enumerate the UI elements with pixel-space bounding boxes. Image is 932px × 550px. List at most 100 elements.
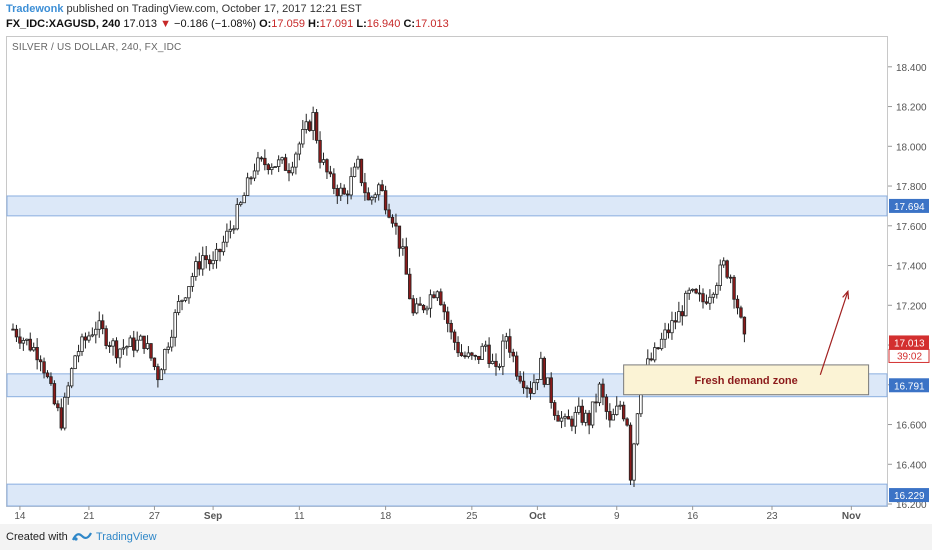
- created-with-text: Created with: [6, 531, 68, 543]
- candle: [45, 370, 50, 379]
- candle: [18, 328, 22, 349]
- candle: [728, 274, 733, 284]
- candle-body: [625, 418, 629, 426]
- candle-body: [735, 298, 740, 309]
- candle: [263, 149, 267, 171]
- x-tick-label: 9: [614, 511, 620, 522]
- candle-body: [11, 328, 15, 331]
- candle: [615, 396, 619, 416]
- candle-body: [311, 112, 315, 131]
- candle-body: [542, 357, 546, 385]
- close-label: C:: [403, 18, 416, 30]
- candle: [528, 381, 533, 400]
- candle: [63, 392, 67, 431]
- candle: [128, 335, 132, 347]
- candle: [301, 120, 305, 148]
- candle-body: [104, 328, 108, 346]
- candle: [25, 338, 29, 346]
- candle-body: [380, 184, 384, 192]
- candle-body: [504, 336, 509, 342]
- candle-body: [711, 293, 716, 298]
- open-value: 17.059: [271, 18, 305, 30]
- tradingview-brand[interactable]: TradingView: [96, 531, 157, 543]
- candle-body: [94, 328, 98, 336]
- candle: [266, 163, 270, 175]
- candle: [508, 328, 512, 358]
- candle-body: [349, 176, 353, 196]
- candle: [428, 289, 433, 318]
- candle-body: [459, 352, 464, 357]
- candle: [559, 411, 564, 429]
- candle-body: [680, 311, 684, 317]
- candle: [656, 346, 660, 350]
- candle-body: [663, 329, 667, 340]
- candle: [697, 284, 702, 302]
- candle: [90, 327, 95, 338]
- candle: [325, 158, 329, 179]
- candle: [718, 259, 722, 291]
- candle: [311, 106, 315, 141]
- candle-body: [256, 157, 260, 172]
- candle: [694, 288, 698, 295]
- price-chart[interactable]: Fresh demand zone 16.20016.40016.60016.8…: [0, 0, 932, 524]
- candle-body: [307, 121, 312, 131]
- candle-body: [418, 303, 422, 306]
- candle: [159, 368, 164, 381]
- candle-body: [473, 354, 477, 357]
- candle: [204, 246, 208, 269]
- candle-body: [356, 158, 360, 168]
- candle-body: [428, 294, 433, 309]
- candle: [156, 363, 160, 388]
- candle: [332, 168, 336, 195]
- x-tick-label: 25: [466, 511, 478, 522]
- candle-body: [176, 301, 181, 314]
- y-tick-label: 18.400: [896, 63, 927, 74]
- candle: [604, 394, 609, 420]
- candle: [732, 275, 736, 309]
- candle: [11, 323, 15, 331]
- candle-body: [432, 294, 436, 299]
- y-tick-label: 16.600: [896, 421, 927, 432]
- candle-body: [118, 348, 122, 359]
- candle-body: [138, 335, 143, 341]
- candle-body: [18, 336, 22, 344]
- candle: [287, 163, 291, 182]
- candle: [42, 357, 46, 379]
- candle-body: [263, 157, 267, 166]
- candle: [563, 413, 567, 427]
- candle-body: [280, 157, 284, 161]
- candle-body: [135, 339, 139, 351]
- candle-body: [653, 347, 657, 361]
- candle-body: [345, 193, 350, 196]
- candle-body: [608, 411, 612, 421]
- author-link[interactable]: Tradewonk: [6, 3, 64, 15]
- y-tick-label: 18.000: [896, 142, 927, 153]
- candle-body: [442, 304, 446, 313]
- candle-body: [470, 352, 474, 356]
- candle-body: [121, 347, 126, 350]
- candle-body: [708, 296, 712, 304]
- candle-body: [673, 320, 678, 323]
- candle-body: [301, 129, 305, 145]
- candle: [138, 334, 143, 341]
- candle: [345, 190, 350, 205]
- candle-body: [218, 248, 222, 253]
- candle-body: [204, 255, 208, 261]
- candle: [525, 385, 529, 398]
- candle-body: [287, 170, 291, 174]
- candle: [194, 256, 198, 281]
- tradingview-logo-icon: [72, 532, 92, 541]
- candle-body: [101, 320, 105, 330]
- candle: [435, 290, 440, 301]
- candle-body: [497, 366, 502, 368]
- candle-body: [732, 276, 736, 300]
- candle: [684, 290, 688, 317]
- x-tick-label: 11: [294, 511, 305, 522]
- candle-body: [149, 343, 153, 359]
- candle: [477, 355, 481, 364]
- chart-header: Tradewonk published on TradingView.com, …: [0, 0, 932, 36]
- candle-body: [59, 407, 63, 429]
- candle-body: [290, 166, 295, 174]
- candle-body: [677, 311, 681, 323]
- candle: [259, 156, 264, 162]
